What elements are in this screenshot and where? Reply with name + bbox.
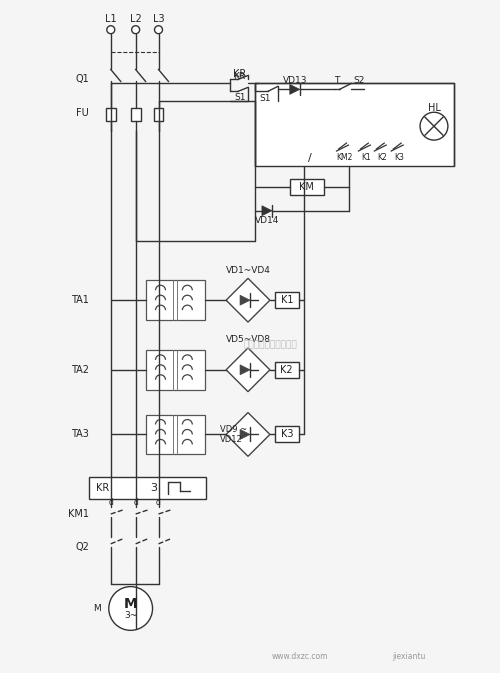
Bar <box>106 108 116 121</box>
Text: K3: K3 <box>280 429 293 439</box>
Text: T: T <box>334 76 339 85</box>
Text: VD9 ~
VD12: VD9 ~ VD12 <box>220 425 248 444</box>
Text: d: d <box>108 497 113 507</box>
Text: Q2: Q2 <box>75 542 89 552</box>
Circle shape <box>107 26 115 34</box>
Text: L1: L1 <box>105 13 117 24</box>
Bar <box>146 415 206 454</box>
Text: TA2: TA2 <box>71 365 89 375</box>
Polygon shape <box>226 279 270 322</box>
Bar <box>275 362 298 378</box>
Text: S1: S1 <box>259 94 270 103</box>
Text: 杭州泊赛科技有限公司: 杭州泊赛科技有限公司 <box>243 341 297 349</box>
Text: VD5~VD8: VD5~VD8 <box>226 335 270 345</box>
Text: Q1: Q1 <box>75 75 89 84</box>
Circle shape <box>132 26 140 34</box>
Bar <box>275 427 298 442</box>
Bar <box>275 292 298 308</box>
Text: VD14: VD14 <box>254 216 279 225</box>
Circle shape <box>154 26 162 34</box>
Text: KR: KR <box>96 483 110 493</box>
Text: TA3: TA3 <box>71 429 89 439</box>
Polygon shape <box>240 429 250 439</box>
Text: 3: 3 <box>150 483 157 493</box>
Text: S1: S1 <box>234 93 246 102</box>
Polygon shape <box>240 365 250 375</box>
Polygon shape <box>240 295 250 305</box>
Text: S2: S2 <box>354 76 365 85</box>
Text: KM2: KM2 <box>336 153 352 162</box>
Bar <box>130 108 140 121</box>
Text: d: d <box>133 497 138 507</box>
Text: d: d <box>156 497 161 507</box>
Text: HL: HL <box>428 103 440 113</box>
Text: VD13: VD13 <box>282 76 307 85</box>
Text: K1: K1 <box>362 153 371 162</box>
Text: jiexiantu: jiexiantu <box>392 651 426 661</box>
Text: KR: KR <box>234 69 246 79</box>
Bar <box>146 350 206 390</box>
Bar <box>146 281 206 320</box>
Text: FU: FU <box>76 108 89 118</box>
Text: K3: K3 <box>394 153 404 162</box>
Text: K2: K2 <box>378 153 387 162</box>
Text: KM1: KM1 <box>68 509 89 519</box>
Polygon shape <box>226 413 270 456</box>
Polygon shape <box>226 348 270 392</box>
Bar <box>255 83 454 166</box>
Text: KR: KR <box>233 72 245 81</box>
Circle shape <box>109 587 152 631</box>
Text: www.dxzc.com: www.dxzc.com <box>272 651 328 661</box>
Text: L2: L2 <box>130 13 141 24</box>
Text: K2: K2 <box>280 365 293 375</box>
Bar <box>89 477 206 499</box>
Bar <box>154 108 164 121</box>
Text: M: M <box>124 596 138 610</box>
Bar <box>290 179 324 194</box>
Text: L3: L3 <box>152 13 164 24</box>
Polygon shape <box>290 84 300 94</box>
Polygon shape <box>262 206 272 215</box>
Text: KM: KM <box>299 182 314 192</box>
Text: 3~: 3~ <box>124 611 138 620</box>
Text: M: M <box>93 604 101 613</box>
Text: TA1: TA1 <box>71 295 89 305</box>
Circle shape <box>420 112 448 140</box>
Text: K1: K1 <box>280 295 293 305</box>
Text: /: / <box>308 153 312 163</box>
Text: VD1~VD4: VD1~VD4 <box>226 266 270 275</box>
